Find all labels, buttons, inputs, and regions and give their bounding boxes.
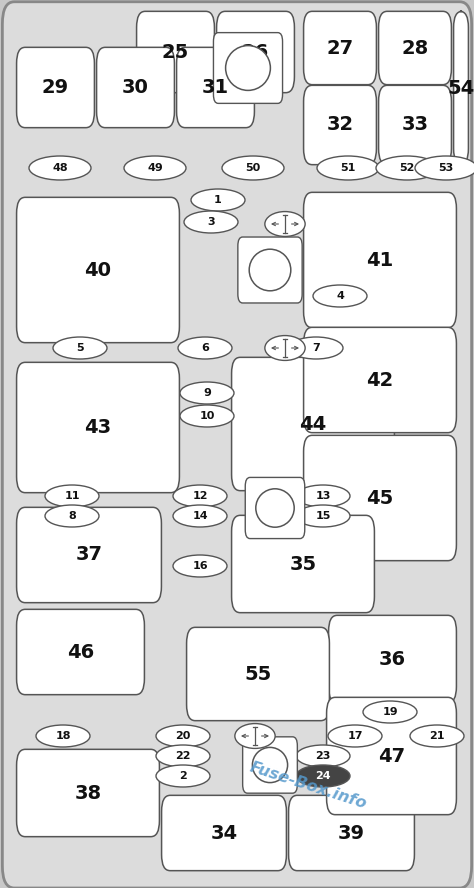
FancyBboxPatch shape	[17, 362, 180, 493]
FancyBboxPatch shape	[137, 12, 214, 92]
Ellipse shape	[289, 337, 343, 359]
Text: 50: 50	[246, 163, 261, 173]
FancyBboxPatch shape	[327, 697, 456, 814]
Text: 8: 8	[68, 511, 76, 521]
Text: 48: 48	[52, 163, 68, 173]
Text: 27: 27	[327, 38, 354, 58]
Text: Fuse-Box.info: Fuse-Box.info	[247, 760, 369, 812]
Text: 10: 10	[199, 411, 215, 421]
Ellipse shape	[410, 725, 464, 747]
Text: 24: 24	[315, 771, 331, 781]
FancyBboxPatch shape	[232, 357, 394, 491]
Ellipse shape	[296, 745, 350, 767]
Ellipse shape	[124, 156, 186, 180]
Ellipse shape	[45, 485, 99, 507]
FancyBboxPatch shape	[303, 12, 376, 84]
FancyBboxPatch shape	[303, 328, 456, 432]
Ellipse shape	[191, 189, 245, 211]
FancyBboxPatch shape	[454, 12, 468, 164]
Text: 18: 18	[55, 731, 71, 741]
Ellipse shape	[265, 336, 305, 361]
Text: 2: 2	[179, 771, 187, 781]
Ellipse shape	[313, 285, 367, 307]
Text: 42: 42	[366, 370, 393, 390]
Ellipse shape	[180, 405, 234, 427]
FancyBboxPatch shape	[6, 4, 468, 884]
Ellipse shape	[296, 765, 350, 787]
FancyBboxPatch shape	[303, 85, 376, 164]
Text: 20: 20	[175, 731, 191, 741]
Text: 40: 40	[84, 260, 111, 280]
Text: 31: 31	[202, 78, 229, 97]
FancyBboxPatch shape	[289, 796, 414, 870]
FancyBboxPatch shape	[17, 507, 162, 603]
FancyBboxPatch shape	[217, 12, 294, 92]
Text: 35: 35	[290, 554, 317, 574]
Text: 19: 19	[382, 707, 398, 717]
FancyBboxPatch shape	[303, 193, 456, 328]
FancyBboxPatch shape	[17, 749, 159, 836]
Ellipse shape	[53, 337, 107, 359]
Ellipse shape	[376, 156, 438, 180]
Ellipse shape	[173, 505, 227, 527]
Text: 55: 55	[245, 664, 272, 684]
Ellipse shape	[317, 156, 379, 180]
Text: 36: 36	[379, 649, 406, 669]
FancyBboxPatch shape	[187, 627, 329, 721]
Ellipse shape	[256, 488, 294, 527]
Text: 26: 26	[242, 43, 269, 61]
Text: 17: 17	[347, 731, 363, 741]
Ellipse shape	[249, 250, 291, 290]
Text: 29: 29	[42, 78, 69, 97]
Text: 13: 13	[315, 491, 331, 501]
Text: 30: 30	[122, 78, 149, 97]
Ellipse shape	[178, 337, 232, 359]
Text: 33: 33	[401, 115, 428, 134]
Ellipse shape	[415, 156, 474, 180]
Ellipse shape	[235, 724, 275, 749]
Text: 41: 41	[366, 250, 393, 269]
Ellipse shape	[156, 765, 210, 787]
Ellipse shape	[36, 725, 90, 747]
Text: 39: 39	[338, 823, 365, 843]
Ellipse shape	[45, 505, 99, 527]
Text: 22: 22	[175, 751, 191, 761]
FancyBboxPatch shape	[17, 197, 180, 343]
FancyBboxPatch shape	[245, 478, 305, 539]
Text: 15: 15	[315, 511, 331, 521]
Ellipse shape	[363, 701, 417, 723]
FancyBboxPatch shape	[17, 609, 145, 694]
Text: 47: 47	[378, 747, 405, 765]
Text: 37: 37	[75, 545, 102, 565]
Text: 5: 5	[76, 343, 84, 353]
Ellipse shape	[156, 725, 210, 747]
Text: 51: 51	[340, 163, 356, 173]
FancyBboxPatch shape	[177, 47, 255, 128]
Text: 46: 46	[67, 643, 94, 662]
Text: 6: 6	[201, 343, 209, 353]
Ellipse shape	[184, 211, 238, 233]
FancyBboxPatch shape	[238, 237, 302, 303]
Ellipse shape	[296, 505, 350, 527]
Text: 54: 54	[447, 78, 474, 98]
FancyBboxPatch shape	[328, 615, 456, 702]
Text: 49: 49	[147, 163, 163, 173]
Ellipse shape	[296, 485, 350, 507]
Ellipse shape	[226, 45, 270, 91]
Text: 11: 11	[64, 491, 80, 501]
Text: 45: 45	[366, 488, 393, 508]
Text: 14: 14	[192, 511, 208, 521]
FancyBboxPatch shape	[243, 737, 297, 793]
Text: 38: 38	[74, 783, 101, 803]
Text: 34: 34	[210, 823, 237, 843]
Text: 28: 28	[401, 38, 428, 58]
Ellipse shape	[252, 748, 288, 782]
Text: 16: 16	[192, 561, 208, 571]
FancyBboxPatch shape	[379, 85, 451, 164]
Text: 1: 1	[214, 195, 222, 205]
Text: 23: 23	[315, 751, 331, 761]
Ellipse shape	[265, 211, 305, 236]
FancyBboxPatch shape	[379, 12, 451, 84]
Text: 52: 52	[399, 163, 415, 173]
